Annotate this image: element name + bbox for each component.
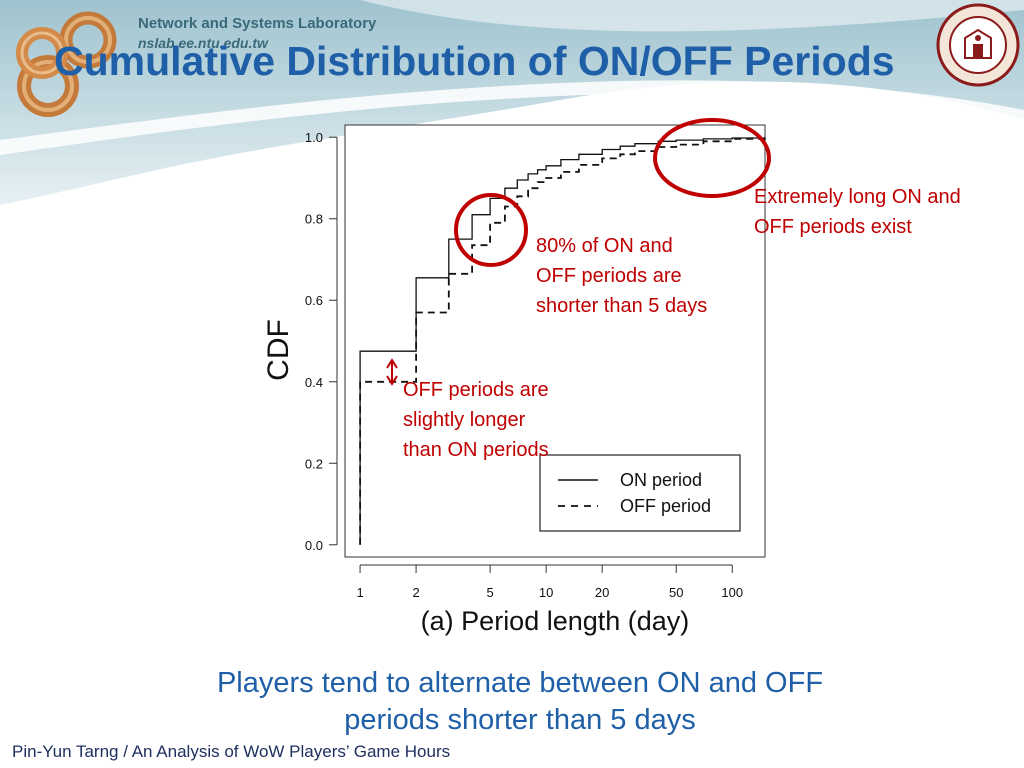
gap-arrow-icon	[386, 358, 398, 386]
legend-box	[539, 454, 741, 532]
slide-title: Cumulative Distribution of ON/OFF Period…	[54, 38, 895, 84]
legend-on-label: ON period	[620, 470, 702, 490]
y-axis-label: CDF	[262, 319, 295, 381]
series-line-on-period	[359, 137, 766, 545]
y-tick-label: 0.4	[305, 375, 323, 390]
annotation-line: slightly longer	[403, 409, 526, 431]
x-axis: 1 2 5 10 20 50 100	[356, 564, 743, 600]
annotation-line: OFF periods exist	[754, 216, 912, 238]
annotation-off-longer: OFF periods are slightly longer than ON …	[403, 375, 549, 465]
legend-off-label: OFF period	[620, 496, 711, 516]
lab-url: nslab.ee.ntu.edu.tw	[138, 35, 268, 51]
y-tick-label: 0.6	[305, 293, 323, 308]
nslab-rings-logo	[16, 11, 117, 117]
highlight-ellipse-tail	[653, 118, 771, 198]
annotation-eighty-percent: 80% of ON and OFF periods are shorter th…	[536, 231, 707, 321]
annotation-line: Extremely long ON and	[754, 186, 961, 208]
annotation-line: OFF periods are	[536, 265, 682, 287]
x-tick-label: 100	[721, 585, 743, 600]
y-tick-label: 1.0	[305, 130, 323, 145]
caption-line: periods shorter than 5 days	[344, 704, 696, 736]
lab-name: Network and Systems Laboratory	[138, 15, 377, 32]
y-tick-label: 0.2	[305, 456, 323, 471]
slide-caption: Players tend to alternate between ON and…	[150, 665, 890, 739]
x-tick-label: 10	[539, 585, 553, 600]
y-axis: 0.0 0.2 0.4 0.6 0.8 1.0	[305, 130, 338, 553]
highlight-circle-5-days	[454, 193, 528, 267]
x-tick-label: 20	[595, 585, 609, 600]
annotation-line: 80% of ON and	[536, 235, 673, 257]
slide-footer: Pin-Yun Tarng / An Analysis of WoW Playe…	[12, 742, 451, 761]
annotation-long-periods: Extremely long ON and OFF periods exist	[754, 182, 961, 242]
annotation-line: than ON periods	[403, 439, 549, 461]
annotation-line: shorter than 5 days	[536, 295, 708, 317]
y-tick-label: 0.0	[305, 538, 323, 553]
x-tick-label: 50	[669, 585, 683, 600]
x-axis-label: (a) Period length (day)	[421, 606, 690, 636]
y-tick-label: 0.8	[305, 212, 323, 227]
annotation-line: OFF periods are	[403, 379, 549, 401]
university-seal	[936, 3, 1020, 87]
x-tick-label: 2	[412, 585, 419, 600]
caption-line: Players tend to alternate between ON and…	[216, 667, 824, 699]
x-tick-label: 5	[487, 585, 494, 600]
x-tick-label: 1	[356, 585, 363, 600]
